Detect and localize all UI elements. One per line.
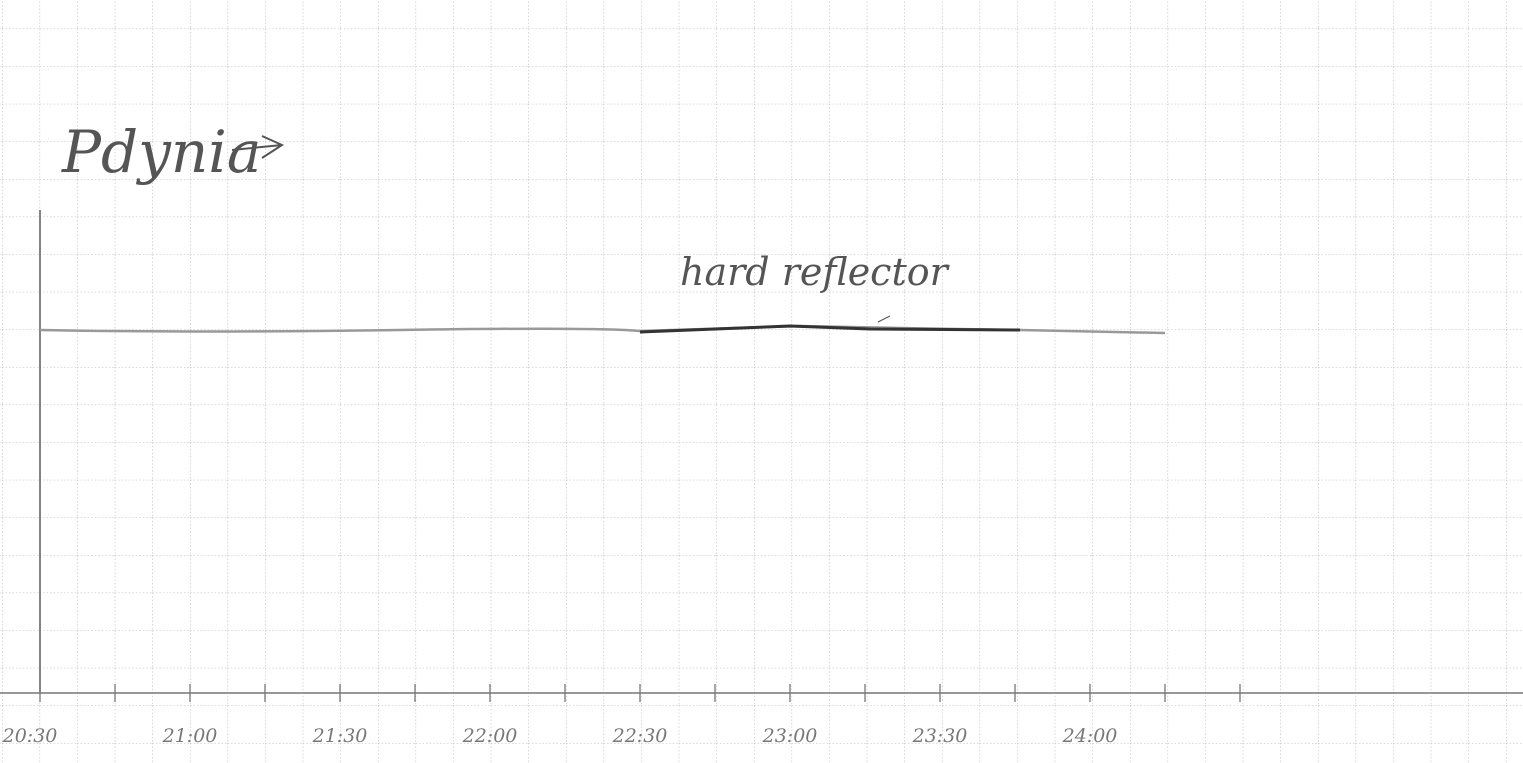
time-label: 22:30 (612, 725, 668, 747)
trace (39, 324, 1166, 335)
feature-label: hard reflector (680, 250, 951, 294)
time-label: 23:30 (912, 725, 968, 747)
time-label: 21:30 (312, 725, 368, 747)
time-label: 21:00 (162, 725, 218, 747)
time-label: 20:30 (2, 725, 58, 747)
pointer (877, 315, 891, 323)
time-label: 22:00 (462, 725, 518, 747)
time-label: 23:00 (762, 725, 818, 747)
time-label: 24:00 (1062, 725, 1118, 747)
arrow (231, 135, 285, 159)
place-label: Pdynia (61, 118, 261, 186)
trace-strong (639, 324, 1021, 334)
